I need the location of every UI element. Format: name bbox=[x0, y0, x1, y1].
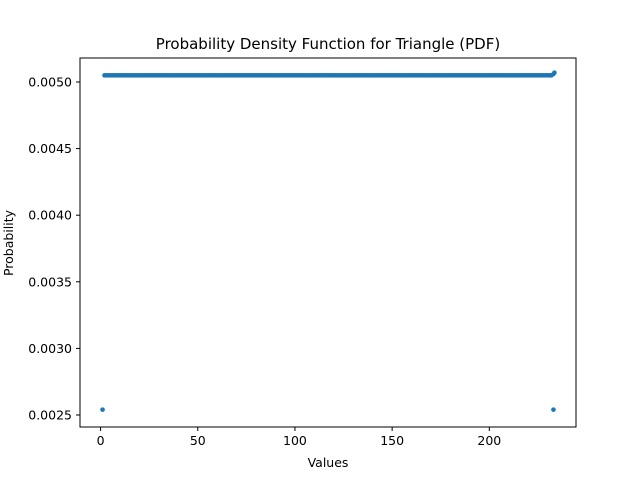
x-tick-label: 100 bbox=[283, 433, 307, 448]
y-tick-label: 0.0035 bbox=[28, 274, 72, 289]
x-axis-label: Values bbox=[308, 455, 349, 470]
data-point bbox=[100, 407, 105, 412]
y-tick-label: 0.0040 bbox=[28, 208, 72, 223]
x-tick-label: 200 bbox=[477, 433, 501, 448]
x-tick-label: 0 bbox=[97, 433, 105, 448]
data-point bbox=[551, 407, 556, 412]
axis-ticks: 0 50 100 150 200 0.0025 0.0030 0.0035 0.0040 0.00… bbox=[28, 74, 501, 448]
y-tick-label: 0.0045 bbox=[28, 141, 72, 156]
data-points bbox=[100, 70, 557, 412]
y-tick-label: 0.0030 bbox=[28, 341, 72, 356]
data-point bbox=[552, 70, 557, 75]
y-axis-label: Probability bbox=[1, 209, 16, 276]
x-tick-label: 150 bbox=[380, 433, 404, 448]
chart-title: Probability Density Function for Triangl… bbox=[156, 35, 500, 53]
y-tick-label: 0.0050 bbox=[28, 74, 72, 89]
y-tick-label: 0.0025 bbox=[28, 408, 72, 423]
plot-frame bbox=[79, 57, 577, 428]
x-tick-label: 50 bbox=[190, 433, 206, 448]
